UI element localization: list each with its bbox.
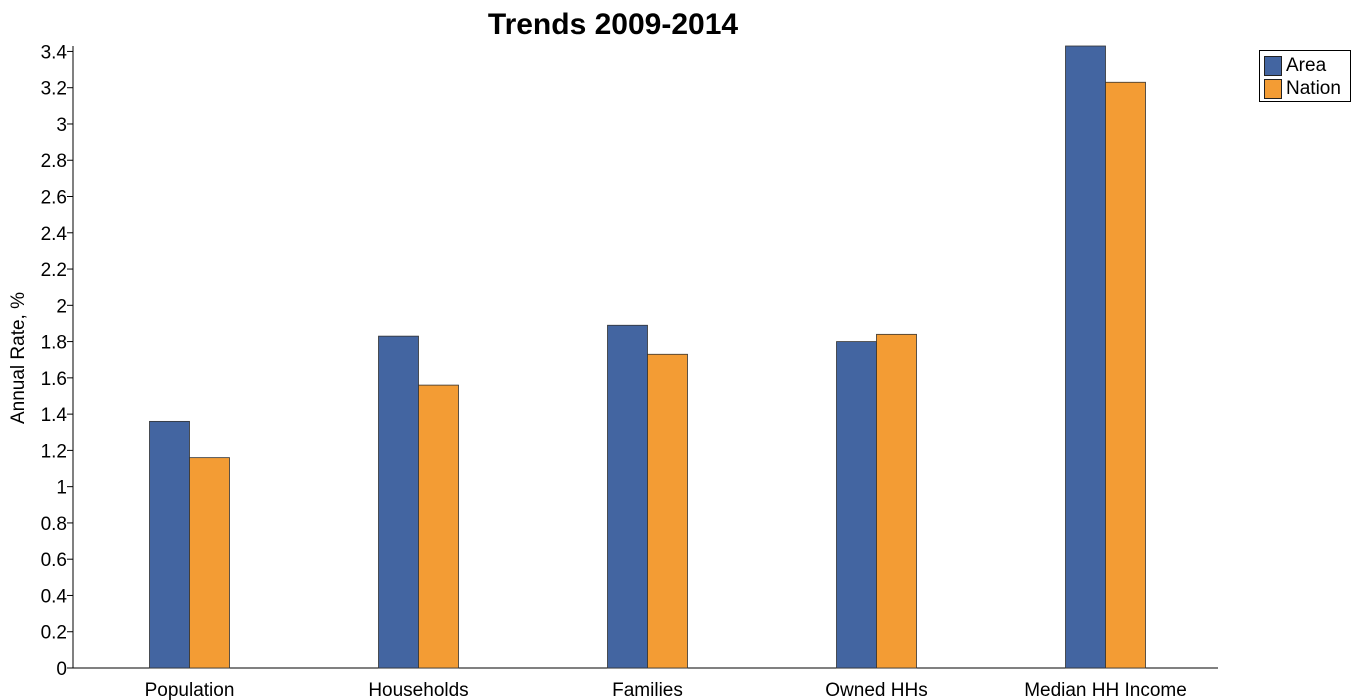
legend-item-nation: Nation bbox=[1264, 78, 1341, 100]
y-axis-title: Annual Rate, % bbox=[8, 292, 29, 424]
chart-title: Trends 2009-2014 bbox=[487, 8, 739, 41]
y-tick-label: 2.4 bbox=[41, 224, 68, 245]
y-tick-label: 0.4 bbox=[41, 586, 68, 607]
y-tick-label: 0.8 bbox=[41, 514, 67, 535]
legend: Area Nation bbox=[1259, 50, 1351, 102]
y-tick-label: 2.2 bbox=[41, 260, 67, 281]
bars bbox=[149, 45, 1146, 669]
y-tick-label: 2 bbox=[56, 296, 67, 317]
y-tick-label: 3.4 bbox=[41, 42, 68, 63]
bar-nation-owned-hhs bbox=[876, 333, 917, 669]
bar-area-median-hh-income bbox=[1065, 45, 1106, 669]
y-tick-label: 1.6 bbox=[41, 369, 67, 390]
y-tick-label: 2.8 bbox=[41, 151, 67, 172]
legend-item-area: Area bbox=[1264, 55, 1326, 77]
x-tick-label: Population bbox=[145, 680, 235, 700]
x-tick-label: Median HH Income bbox=[1024, 680, 1187, 700]
bar-nation-families bbox=[647, 353, 688, 669]
x-tick-label: Households bbox=[368, 680, 468, 700]
y-tick-label: 3 bbox=[56, 115, 67, 136]
bar-area-population bbox=[149, 420, 190, 669]
legend-swatch-nation bbox=[1264, 79, 1282, 99]
bar-area-owned-hhs bbox=[836, 341, 877, 669]
y-tick-label: 1.4 bbox=[41, 405, 68, 426]
y-tick-label: 1 bbox=[56, 478, 67, 499]
y-tick-label: 1.8 bbox=[41, 333, 67, 354]
bar-area-families bbox=[607, 324, 648, 669]
y-tick-label: 1.2 bbox=[41, 441, 67, 462]
legend-label-area: Area bbox=[1286, 55, 1327, 76]
bar-area-households bbox=[378, 335, 419, 669]
bar-nation-population bbox=[189, 457, 230, 669]
bar-nation-households bbox=[418, 384, 459, 669]
x-tick-label: Owned HHs bbox=[825, 680, 927, 700]
legend-swatch-area bbox=[1264, 56, 1282, 76]
y-tick-label: 3.2 bbox=[41, 79, 67, 100]
x-tick-label: Families bbox=[612, 680, 683, 700]
bar-nation-median-hh-income bbox=[1105, 81, 1146, 669]
y-tick-label: 0.6 bbox=[41, 550, 67, 571]
y-tick-label: 0 bbox=[56, 659, 67, 680]
tick-labels: 0 0.2 0.4 0.6 0.8 1 1.2 1.4 1.6 1.8 2 2.2 2.4 2.6 2.8 3… bbox=[41, 42, 1187, 700]
y-tick-label: 2.6 bbox=[41, 188, 67, 209]
y-tick-label: 0.2 bbox=[41, 623, 67, 644]
legend-label-nation: Nation bbox=[1286, 78, 1341, 99]
